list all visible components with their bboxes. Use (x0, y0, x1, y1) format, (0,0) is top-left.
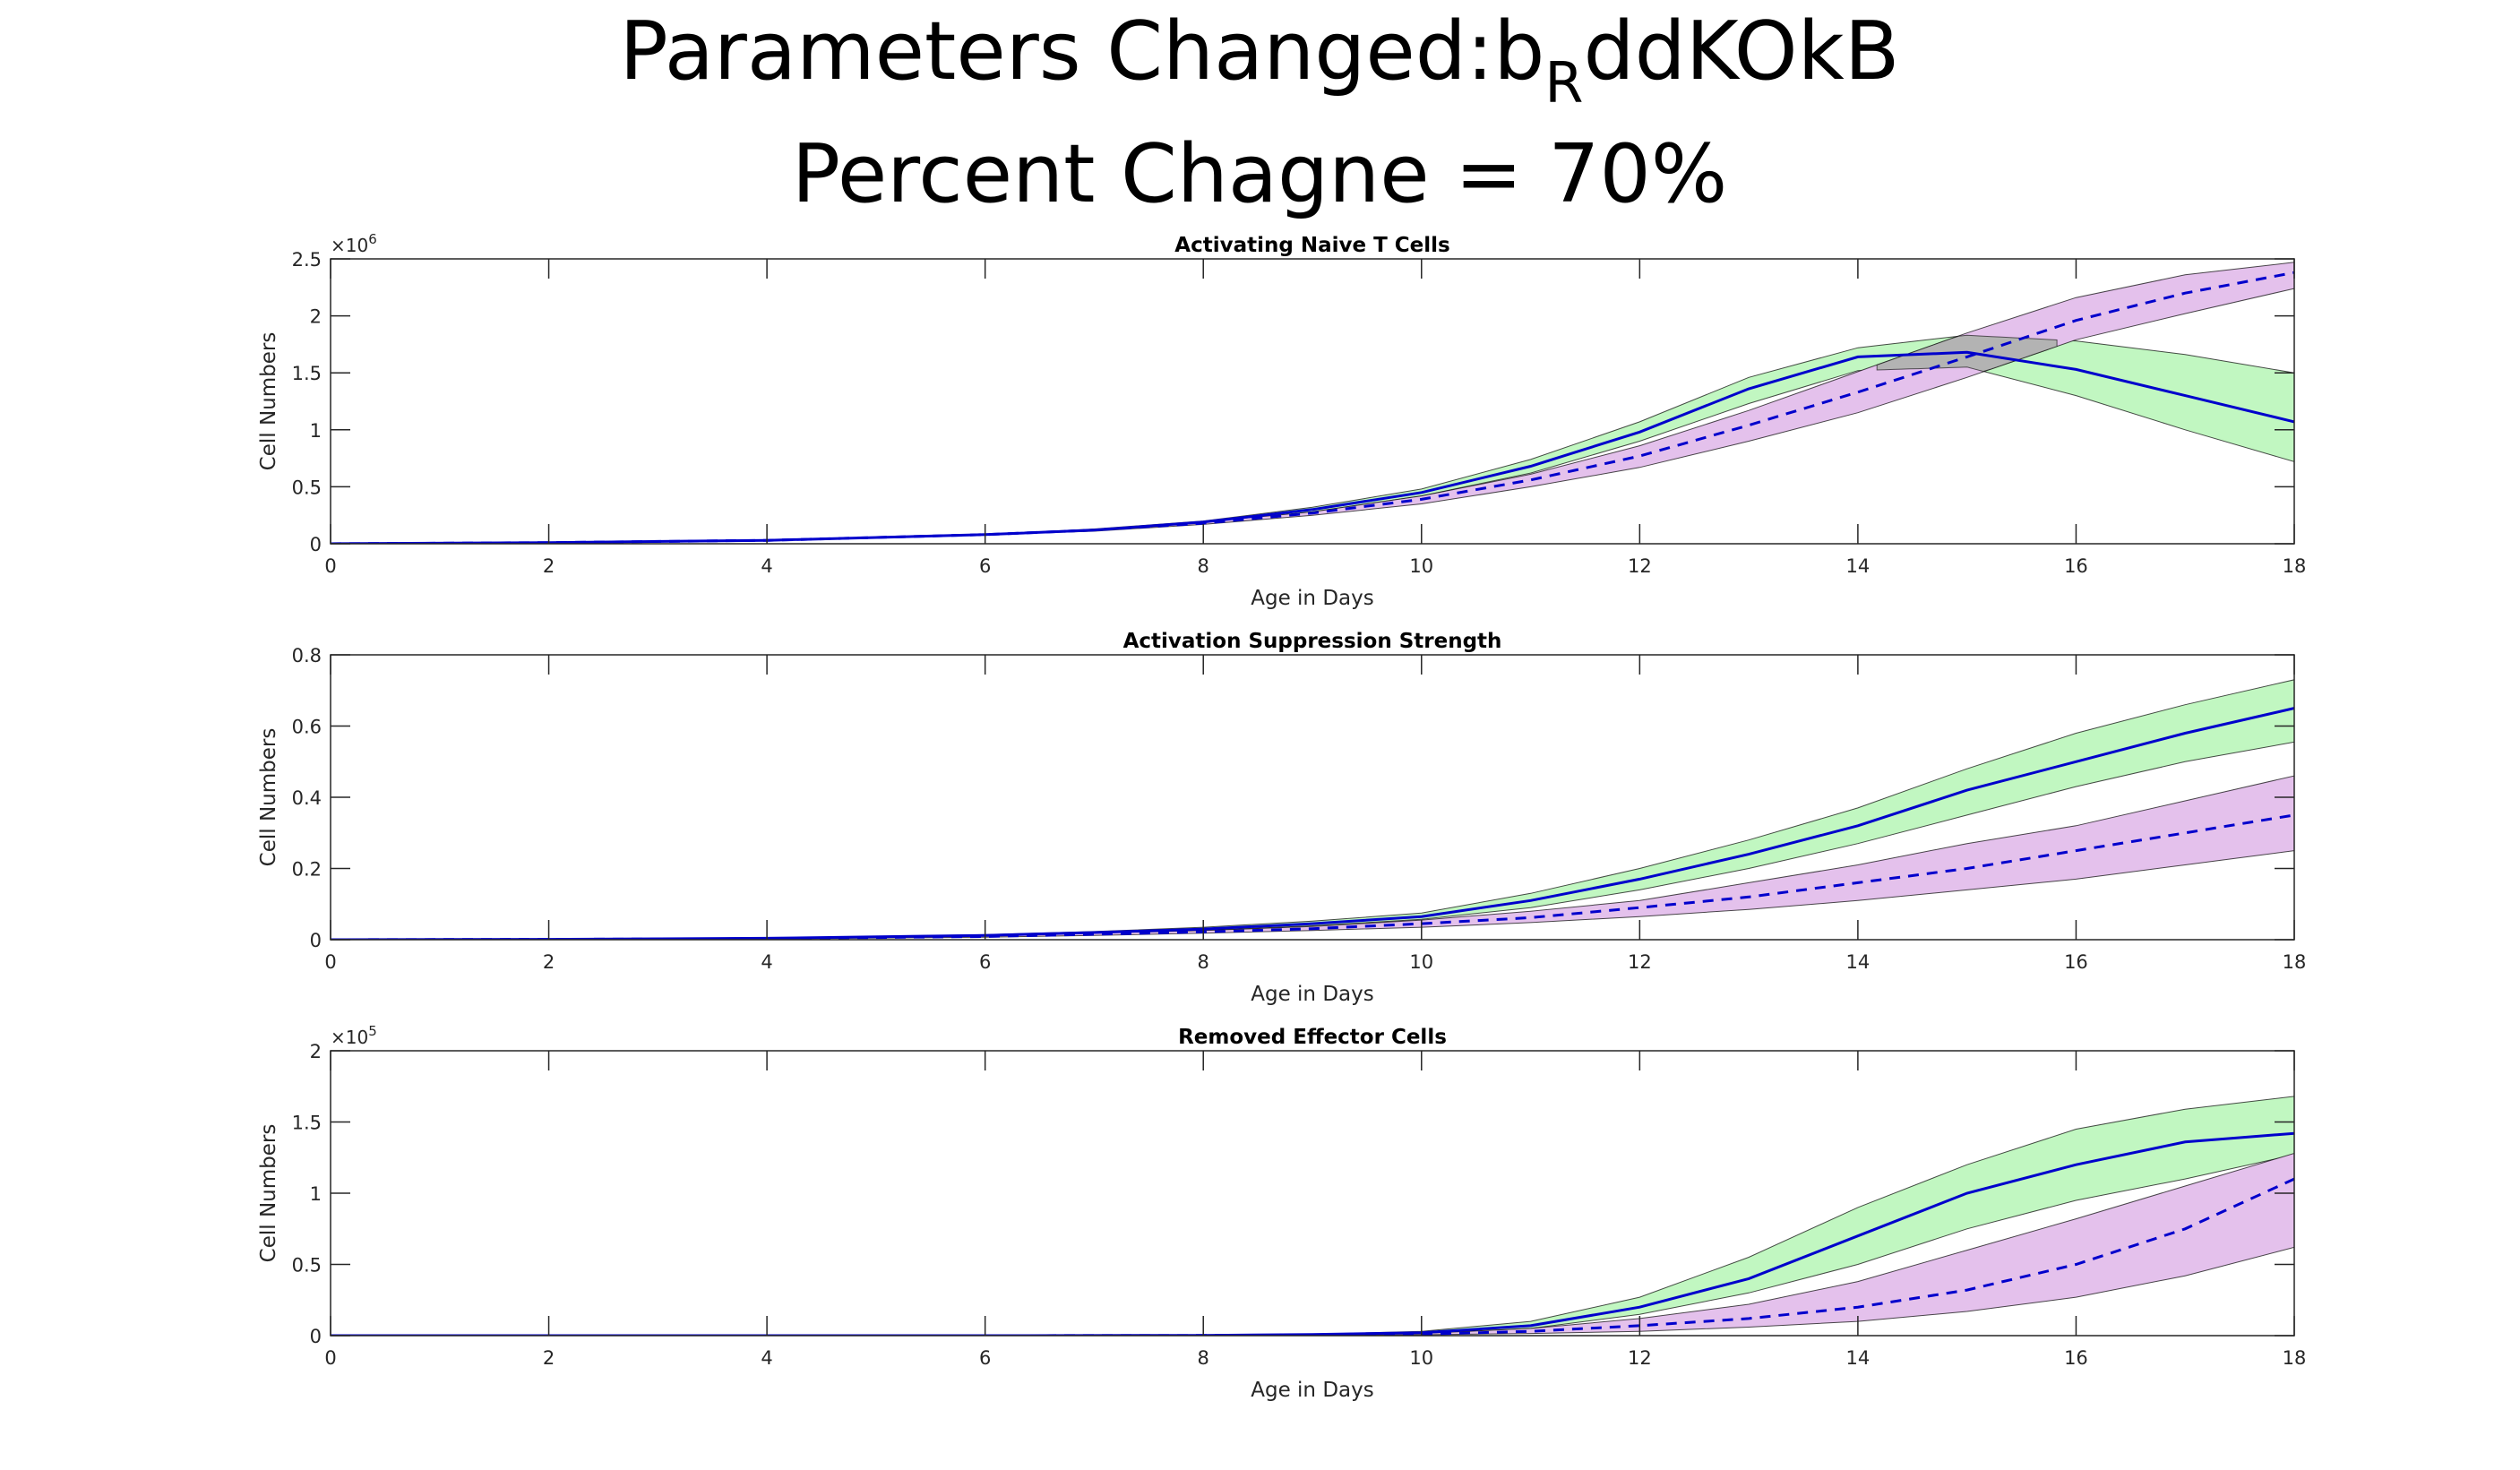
x-tick-label: 18 (2283, 951, 2307, 973)
axes-frame (330, 258, 2295, 545)
y-tick-label: 1 (310, 1183, 322, 1205)
y-tick-label: 0 (310, 930, 322, 951)
plot-area (331, 679, 2294, 940)
figure-title-line-2: Percent Chagne = 70% (792, 127, 1728, 221)
y-tick-label: 1.5 (292, 1113, 322, 1134)
x-axis-label: Age in Days (1251, 983, 1373, 1006)
x-tick-label: 12 (1628, 951, 1652, 973)
y-axis-label: Cell Numbers (257, 1124, 280, 1263)
y-tick-label: 2.5 (292, 249, 322, 271)
x-tick-label: 0 (324, 1347, 336, 1369)
y-tick-label: 2 (310, 1041, 322, 1062)
x-tick-label: 6 (979, 1347, 991, 1369)
x-tick-label: 4 (761, 1347, 772, 1369)
x-tick-label: 8 (1198, 951, 1209, 973)
y-tick-label: 0.2 (292, 859, 322, 881)
x-tick-label: 10 (1409, 951, 1433, 973)
x-tick-label: 12 (1628, 555, 1652, 577)
x-axis-label: Age in Days (1251, 1379, 1373, 1402)
subplot-2: 0 2 4 6 8 10 12 14 16 18 0 0.2 0.4 0.6 0.8 Activation S… (257, 630, 2306, 1006)
x-tick-label: 2 (543, 555, 555, 577)
x-tick-label: 16 (2064, 1347, 2088, 1369)
y-tick-label: 0 (310, 534, 322, 555)
x-tick-label: 18 (2283, 1347, 2307, 1369)
x-tick-label: 16 (2064, 555, 2088, 577)
mean-line-series-1 (331, 1131, 2294, 1336)
x-axis-label: Age in Days (1251, 587, 1373, 610)
y-tick-label: 1 (310, 420, 322, 442)
mean-line-series-1 (331, 707, 2294, 940)
y-tick-label: 0.5 (292, 477, 322, 498)
figure-title-line-1: Parameters Changed:bRddKOkB (619, 4, 1899, 116)
x-tick-label: 14 (1846, 951, 1871, 973)
y-axis-label: Cell Numbers (257, 332, 280, 471)
x-tick-label: 16 (2064, 951, 2088, 973)
plot-area (331, 262, 2294, 544)
mean-line-series-2 (331, 813, 2294, 940)
y-tick-label: 0.5 (292, 1255, 322, 1277)
subplot-1: 0 2 4 6 8 10 12 14 16 18 0 0.5 1 1.5 2 2.5 ×106 Activatin… (257, 231, 2306, 610)
x-tick-label: 6 (979, 555, 991, 577)
x-tick-label: 4 (761, 951, 772, 973)
mean-line-series-1 (331, 350, 2294, 544)
x-tick-label: 10 (1409, 555, 1433, 577)
y-axis-exponent: ×105 (331, 1023, 377, 1048)
x-tick-label: 18 (2283, 555, 2307, 577)
y-tick-label: 0.6 (292, 717, 322, 738)
x-tick-label: 8 (1198, 1347, 1209, 1369)
figure-title-prefix: Parameters Changed:b (619, 4, 1544, 99)
figure-title-subscript: R (1544, 50, 1583, 116)
x-tick-label: 4 (761, 555, 772, 577)
x-tick-label: 0 (324, 951, 336, 973)
x-tick-label: 8 (1198, 555, 1209, 577)
y-axis-exponent: ×106 (331, 231, 377, 256)
x-tick-label: 0 (324, 555, 336, 577)
x-tick-label: 12 (1628, 1347, 1652, 1369)
mean-line-series-2 (331, 271, 2294, 544)
y-tick-label: 0.8 (292, 645, 322, 666)
y-tick-label: 1.5 (292, 363, 322, 384)
y-tick-label: 0.4 (292, 787, 322, 809)
subplot-title: Activation Suppression Strength (1123, 630, 1502, 653)
x-tick-label: 10 (1409, 1347, 1433, 1369)
x-tick-label: 2 (543, 951, 555, 973)
x-tick-label: 14 (1846, 555, 1871, 577)
x-tick-label: 6 (979, 951, 991, 973)
mean-line-series-2 (331, 1177, 2294, 1336)
x-tick-label: 14 (1846, 1347, 1871, 1369)
y-tick-label: 2 (310, 306, 322, 328)
subplot-title: Activating Naive T Cells (1174, 234, 1449, 257)
subplot-title: Removed Effector Cells (1178, 1026, 1447, 1049)
figure-title-suffix: ddKOkB (1583, 4, 1899, 99)
y-axis-label: Cell Numbers (257, 728, 280, 867)
subplot-3: 0 2 4 6 8 10 12 14 16 18 0 0.5 1 1.5 2 ×105 Removed Effe… (257, 1023, 2306, 1402)
y-tick-label: 0 (310, 1326, 322, 1347)
x-tick-label: 2 (543, 1347, 555, 1369)
confidence-band-series-2 (331, 775, 2294, 940)
